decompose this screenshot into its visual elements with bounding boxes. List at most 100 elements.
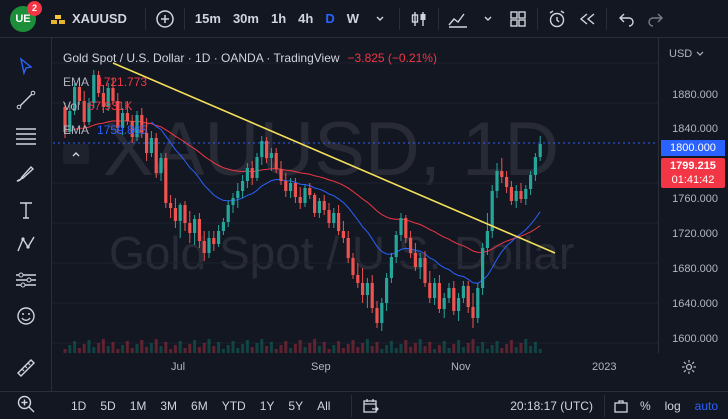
price-tick: 1600.000 xyxy=(672,333,718,345)
volume-bar xyxy=(293,344,297,353)
cursor-icon xyxy=(19,57,33,75)
indicator-label: EMA xyxy=(63,75,90,89)
volume-bar xyxy=(433,349,437,353)
range-all[interactable]: All xyxy=(317,398,331,413)
price-axis[interactable]: USD 1880.000 1840.000 1760.000 1720.000 … xyxy=(658,38,728,353)
trend-line-icon xyxy=(16,90,36,110)
interval-w[interactable]: W xyxy=(346,11,359,26)
candle-body xyxy=(274,153,278,169)
alert-button[interactable] xyxy=(542,5,572,33)
candle-body xyxy=(145,133,149,153)
auto-scale-toggle[interactable]: auto xyxy=(694,398,718,413)
brush-tool[interactable] xyxy=(12,160,40,188)
undo-button[interactable] xyxy=(611,5,641,33)
time-tick: Sep xyxy=(311,361,331,373)
go-to-date-button[interactable] xyxy=(356,392,386,419)
measure-tool[interactable] xyxy=(12,354,40,382)
currency-selector[interactable]: USD xyxy=(669,48,705,60)
volume-bar xyxy=(356,347,360,353)
time-axis[interactable]: Jul Sep Nov 2023 xyxy=(53,353,728,391)
range-6m[interactable]: 6M xyxy=(191,398,208,413)
volume-bar xyxy=(217,342,221,353)
candle-body xyxy=(135,115,139,137)
volume-bar xyxy=(524,339,528,353)
chevron-up-icon xyxy=(72,152,80,157)
templates-button[interactable] xyxy=(473,5,503,33)
pattern-tool[interactable] xyxy=(12,230,40,258)
volume-bar xyxy=(495,341,499,353)
volume-bar xyxy=(423,346,427,353)
candle-body xyxy=(461,286,465,298)
candle-body xyxy=(164,158,168,203)
replay-button[interactable] xyxy=(572,5,602,33)
indicator-row[interactable]: EMA 1759.865 xyxy=(63,118,437,142)
volume-bar xyxy=(111,342,115,353)
divider xyxy=(437,7,439,30)
range-1m[interactable]: 1M xyxy=(129,398,147,413)
indicator-row[interactable]: Vol 67.931K xyxy=(63,94,437,118)
range-3m[interactable]: 3M xyxy=(160,398,178,413)
candle-body xyxy=(245,168,249,181)
volume-bar xyxy=(250,347,254,353)
fib-tool[interactable] xyxy=(12,122,40,150)
add-symbol-button[interactable] xyxy=(150,5,180,33)
candle-body xyxy=(327,210,331,223)
range-1y[interactable]: 1Y xyxy=(259,398,275,413)
utc-clock[interactable]: 20:18:17 (UTC) xyxy=(510,398,593,413)
avatar[interactable]: UE 2 xyxy=(10,0,42,32)
volume-bar xyxy=(437,345,441,353)
redo-button[interactable] xyxy=(641,5,671,33)
interval-dropdown[interactable] xyxy=(365,5,395,33)
layout-button[interactable] xyxy=(503,5,533,33)
divider xyxy=(605,7,607,30)
candle-body xyxy=(284,181,288,191)
interval-1h[interactable]: 1h xyxy=(270,11,287,26)
prediction-tool[interactable] xyxy=(12,266,40,294)
interval-30m[interactable]: 30m xyxy=(232,11,259,26)
adjust-data-button[interactable] xyxy=(609,392,633,419)
percent-toggle[interactable]: % xyxy=(639,398,651,413)
drawing-toolbar xyxy=(0,38,52,391)
indicators-button[interactable] xyxy=(443,5,473,33)
range-1d[interactable]: 1D xyxy=(71,398,87,413)
ema-line-blue xyxy=(151,121,541,284)
log-toggle[interactable]: log xyxy=(664,398,681,413)
candle-body xyxy=(385,278,389,303)
candle-body xyxy=(106,88,110,107)
indicator-row[interactable]: EMA 1721.773 xyxy=(63,70,437,94)
volume-bar xyxy=(265,346,269,353)
symbol-search[interactable]: XAUUSD xyxy=(50,11,127,26)
range-5y[interactable]: 5Y xyxy=(288,398,304,413)
volume-bar xyxy=(317,346,321,353)
zoom-tool[interactable] xyxy=(12,390,40,418)
bottom-toolbar: 1D 5D 1M 3M 6M YTD 1Y 5Y All 20:18:17 (U… xyxy=(0,391,728,419)
chart-settings-button[interactable] xyxy=(681,359,697,380)
candle-body xyxy=(495,171,499,191)
collapse-legend-button[interactable] xyxy=(63,144,89,164)
text-icon xyxy=(20,202,32,219)
chart-pane[interactable]: XAUUSD, 1D Gold Spot / U.S. Dollar Gold … xyxy=(53,38,658,353)
volume-bar xyxy=(461,347,465,353)
candle-body xyxy=(481,248,485,288)
interval-4h[interactable]: 4h xyxy=(298,11,314,26)
candle-body xyxy=(149,138,153,153)
candle-body xyxy=(140,115,144,133)
volume-bar xyxy=(101,339,105,353)
interval-15m[interactable]: 15m xyxy=(194,11,221,26)
volume-bar xyxy=(418,339,422,353)
chart-type-button[interactable] xyxy=(404,5,434,33)
text-tool[interactable] xyxy=(12,196,40,224)
trend-line-tool[interactable] xyxy=(12,86,40,114)
range-5d[interactable]: 5D xyxy=(100,398,116,413)
range-ytd[interactable]: YTD xyxy=(221,398,246,413)
icon-tool[interactable] xyxy=(12,302,40,330)
candle-body xyxy=(82,101,86,122)
plus-circle-icon xyxy=(156,9,174,28)
indicator-value: 1721.773 xyxy=(97,75,148,89)
cursor-tool[interactable] xyxy=(12,52,40,80)
candle-body xyxy=(365,283,369,295)
volume-bar xyxy=(509,340,513,353)
volume-bar xyxy=(260,339,264,353)
current-price-tag: 1799.215 01:41:42 xyxy=(661,158,725,188)
interval-d[interactable]: D xyxy=(325,11,335,26)
